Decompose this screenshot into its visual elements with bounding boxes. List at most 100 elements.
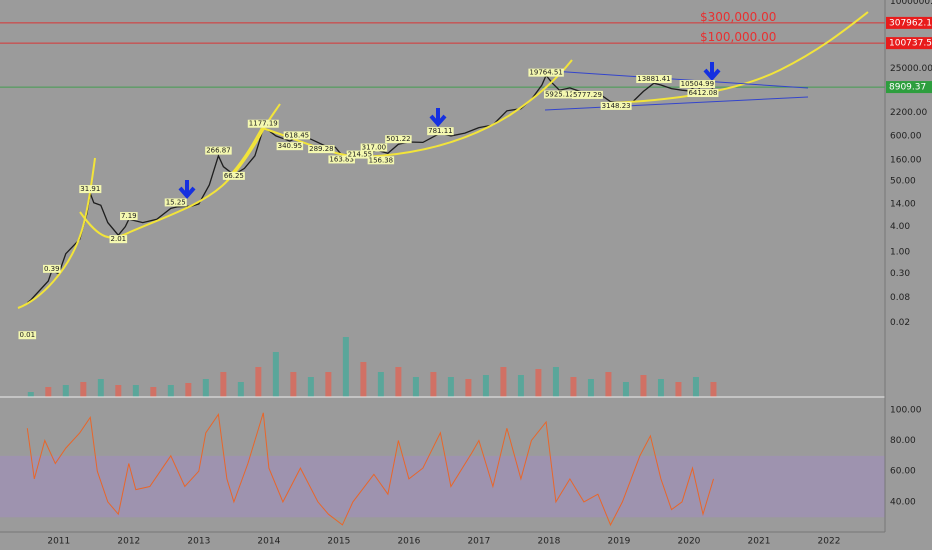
y-tick-label: 40.00 [890, 497, 916, 507]
volume-bar [272, 352, 279, 397]
price-label: 6412.08 [688, 89, 717, 97]
price-label: 5925.12 [545, 90, 574, 98]
volume-bar [132, 385, 139, 397]
volume-bar [237, 382, 244, 397]
rsi-line [26, 412, 714, 527]
volume-bar [97, 379, 104, 397]
level-box [886, 81, 932, 94]
x-tick-label: 2012 [117, 537, 140, 547]
arrow [178, 180, 196, 200]
volume-bar [150, 387, 157, 397]
price-label-box [120, 212, 138, 221]
price-label-box [346, 150, 374, 159]
price-label: 5777.29 [573, 91, 602, 99]
price-label: 0.39 [44, 265, 60, 273]
volume-bar [342, 337, 349, 397]
y-tick-label: 50.00 [890, 176, 916, 186]
volume-bar [307, 377, 314, 397]
y-tick-label: 160.00 [890, 155, 922, 165]
volume-bar [325, 372, 332, 397]
volume-bar [640, 375, 647, 397]
price-label: 214.55 [348, 151, 373, 159]
volume-bar [657, 379, 664, 397]
y-tick-label: 60.00 [890, 467, 916, 477]
price-label: 317.00 [362, 143, 387, 151]
price-label-box [679, 80, 716, 89]
price-label: 156.38 [369, 156, 394, 164]
price-label: 2.01 [111, 235, 127, 243]
price-label-box [222, 171, 245, 180]
curve [17, 157, 96, 309]
volume-bar [395, 367, 402, 397]
price-label: 19764.51 [529, 69, 562, 77]
price-label-box [283, 131, 311, 140]
x-tick-label: 2019 [607, 537, 630, 547]
x-tick-label: 2016 [397, 537, 420, 547]
price-label-box [247, 119, 279, 128]
volume-bar [447, 377, 454, 397]
rsi-pane [0, 455, 885, 518]
level-box [886, 16, 932, 29]
price-label-box [367, 156, 395, 165]
volume-bar [167, 385, 174, 397]
volume-bar [377, 372, 384, 397]
price-label-box [571, 90, 603, 99]
level-label: 8909.37 [889, 83, 926, 93]
annotation: $300,000.00 [700, 10, 776, 24]
volume-bar [185, 383, 192, 397]
volume-bar [482, 375, 489, 397]
volume-bar [517, 375, 524, 397]
volume-bar [430, 372, 437, 397]
price-label-box [18, 331, 37, 340]
volume-bar [202, 379, 209, 397]
curve [609, 11, 869, 104]
y-tick-label: 80.00 [890, 436, 916, 446]
x-tick-label: 2022 [818, 537, 841, 547]
volume-bar [27, 392, 34, 397]
volume-bar [412, 377, 419, 397]
rsi-line [26, 412, 714, 527]
volume-bar [62, 385, 69, 397]
volume-bar [290, 372, 297, 397]
price-label: 163.83 [329, 155, 354, 163]
price-label-box [360, 143, 388, 152]
price-label: 1177.19 [249, 120, 278, 128]
y-tick-label: 25000.00 [890, 64, 932, 74]
y-tick-label: 2200.00 [890, 108, 927, 118]
axes: 2011 2012 2013 2014 2015 2016 2017 2018 2019 2020… [47, 0, 932, 547]
price-label: 266.87 [206, 147, 231, 155]
arrow [429, 108, 447, 128]
levels: $300,000.00 $100,000.00 [0, 10, 885, 88]
channel [544, 96, 809, 111]
volume-bar [622, 382, 629, 397]
volume-bar [570, 377, 577, 397]
price-label: 340.95 [278, 142, 303, 150]
price-label: 289.28 [309, 145, 334, 153]
volume-bar [587, 379, 594, 397]
y-tick-label: 1.00 [890, 247, 910, 257]
volume-bar [45, 387, 52, 397]
y-tick-label: 600.00 [890, 131, 922, 141]
price-label-box [600, 101, 632, 110]
price-label-box [79, 185, 102, 194]
volume-bar [255, 367, 262, 397]
price-label: 0.01 [20, 331, 36, 339]
y-tick-label: 14.00 [890, 199, 916, 209]
price-label-box [687, 89, 719, 98]
x-tick-label: 2017 [467, 537, 490, 547]
price-label-box [427, 127, 454, 136]
price-label: 781.11 [428, 127, 453, 135]
channel [551, 70, 809, 89]
level-label: 100737.50 [889, 39, 932, 49]
x-tick-label: 2011 [47, 537, 70, 547]
volume-bar [80, 382, 87, 397]
price-label-box [164, 198, 187, 207]
volume-bar [500, 367, 507, 397]
price-label-box [528, 68, 564, 77]
x-tick-label: 2015 [327, 537, 350, 547]
x-tick-label: 2013 [187, 537, 210, 547]
price-label: 3148.23 [602, 102, 631, 110]
volume-bar [220, 372, 227, 397]
